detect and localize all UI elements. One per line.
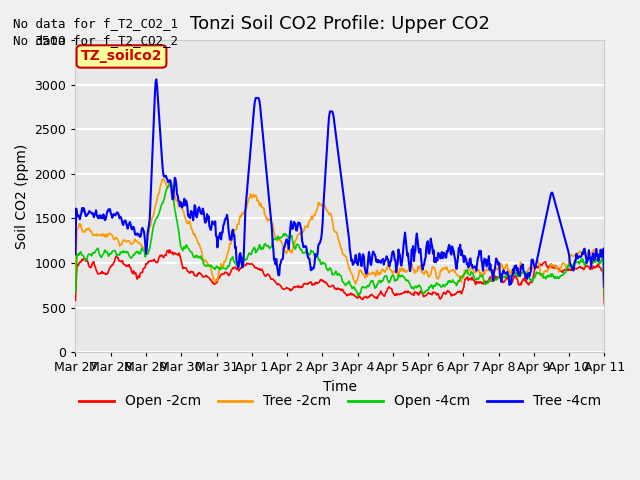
Text: No data for f_T2_CO2_1: No data for f_T2_CO2_1 (13, 17, 178, 30)
X-axis label: Time: Time (323, 380, 357, 394)
Legend: Open -2cm, Tree -2cm, Open -4cm, Tree -4cm: Open -2cm, Tree -2cm, Open -4cm, Tree -4… (74, 389, 606, 414)
Y-axis label: Soil CO2 (ppm): Soil CO2 (ppm) (15, 144, 29, 249)
Text: No data for f_T2_CO2_2: No data for f_T2_CO2_2 (13, 34, 178, 47)
Text: TZ_soilco2: TZ_soilco2 (81, 49, 163, 63)
Title: Tonzi Soil CO2 Profile: Upper CO2: Tonzi Soil CO2 Profile: Upper CO2 (190, 15, 490, 33)
